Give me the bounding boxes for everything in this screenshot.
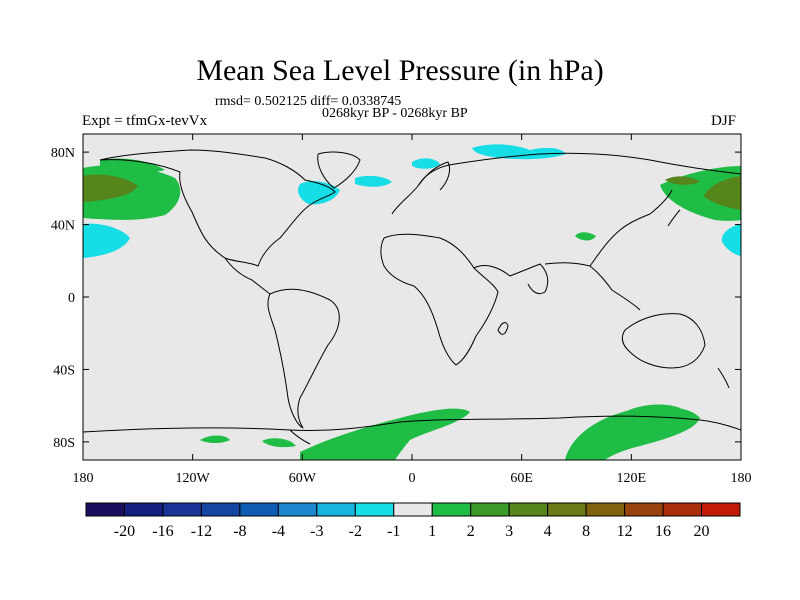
x-tick-label: 120E [617,471,647,486]
anomaly-region-green-antarctic-atlantic [300,408,470,460]
colorbar-swatch [200,502,241,517]
coastline-east-asia [589,189,673,267]
colorbar-swatch [123,502,164,517]
anomaly-region-cyan-north-atlantic [298,181,340,205]
anomaly-region-olive-arctic [665,176,700,185]
colorbar-label: 20 [694,523,710,540]
x-tick-label: 60W [289,471,317,486]
anomaly-region-green-antarctic-east [565,406,700,460]
coastline-japan [667,209,681,227]
coastline-new-zealand [717,367,730,389]
colorbar-swatch [470,502,510,517]
coastline-scandinavia [417,161,451,191]
experiment-label: Expt = tfmGx-tevVx [82,113,208,129]
colorbar-label: 8 [582,523,590,540]
anomaly-region-cyan-north-pacific-west [83,223,130,258]
colorbar-swatch [277,502,318,517]
colorbar-label: 1 [428,523,436,540]
colorbar-label: 3 [505,523,513,540]
anomaly-region-green-antarctic-weddell [262,438,296,448]
coastline-north-america [99,149,336,267]
colorbar-swatch [662,502,703,517]
anomaly-region-cyan-iceland [355,175,392,187]
coastline-madagascar [497,322,509,335]
anomaly-region-cyan-arctic-siberia [472,144,566,160]
anomaly-fields [83,144,741,460]
colorbar-label: -2 [349,523,362,540]
anomaly-region-green-central-asia [575,232,596,241]
colorbar-label: 16 [655,523,671,540]
x-tick-label: 180 [731,471,752,486]
colorbar-swatch [624,502,664,517]
x-tick-label: 0 [409,471,416,486]
period-label: 0268kyr BP - 0268kyr BP [322,106,468,121]
x-tick-label: 180 [73,471,94,486]
anomaly-region-cyan-arctic-atlantic [412,158,440,169]
y-tick-label: 0 [68,291,75,306]
colorbar-label: 12 [617,523,633,540]
anomaly-region-olive-north-pacific-east [704,176,741,210]
plot-background [83,134,741,460]
colorbar-label: -20 [114,523,135,540]
y-tick-label: 80S [53,436,75,451]
colorbar-label: -4 [272,523,285,540]
coastline-greenland [317,151,361,189]
colorbar-swatch [316,502,356,517]
y-tick-label: 40N [51,219,75,234]
coastlines [83,149,741,445]
anomaly-region-green-antarctic-indian [625,404,680,415]
coastline-arabia-india [473,263,549,295]
map-title: Mean Sea Level Pressure (in hPa) [196,54,604,87]
colorbar-swatch [393,502,433,517]
coastline-south-america [267,288,340,429]
colorbar-swatch [585,502,626,517]
colorbar-swatch [508,502,549,517]
coastline-antarctic-peninsula [289,429,311,445]
y-axis: 80N 40N 0 40S 80S [51,146,741,451]
colorbar-swatch [354,502,395,517]
coastline-southeast-asia [544,262,641,311]
coastline-africa [380,233,499,366]
coastline-central-america [224,257,271,295]
colorbar-swatch [701,502,741,517]
colorbar-label: -12 [191,523,212,540]
anomaly-region-cyan-north-pacific-east [721,224,741,256]
colorbar-swatch [431,502,472,517]
colorbar: -20 -16 -12 -8 -4 -3 -2 -1 1 2 3 4 8 12 16 20 [85,502,741,540]
colorbar-label: -1 [387,523,400,540]
colorbar-swatch [547,502,587,517]
coastline-australia [621,313,706,369]
y-tick-label: 80N [51,146,75,161]
colorbar-swatch [239,502,279,517]
anomaly-region-olive-north-pacific-west [83,174,138,202]
x-axis: 180 120W 60W 0 60E 120E 180 [73,134,752,486]
anomaly-region-green-arctic-pacific [100,158,165,173]
colorbar-swatch [85,502,125,517]
stats-label: rmsd= 0.502125 diff= 0.0338745 [215,94,402,109]
anomaly-region-green-antarctic-west [200,435,230,443]
colorbar-label: 4 [544,523,552,540]
colorbar-label: -3 [310,523,323,540]
x-tick-label: 120W [176,471,211,486]
y-tick-label: 40S [53,363,75,378]
x-tick-label: 60E [510,471,533,486]
colorbar-label: -8 [233,523,246,540]
coastline-antarctica [83,415,741,433]
colorbar-swatch [162,502,202,517]
coastline-europe-asia [391,152,741,215]
colorbar-label: 2 [467,523,475,540]
season-label: DJF [711,113,737,129]
colorbar-label: -16 [152,523,173,540]
